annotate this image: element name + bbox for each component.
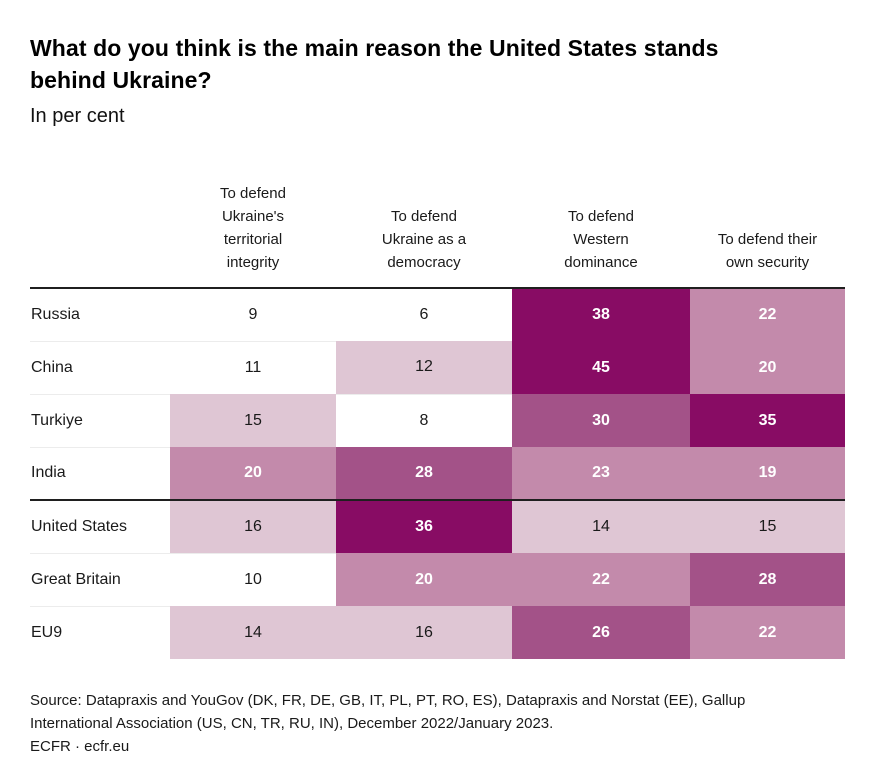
heat-cell: 36 [336, 499, 512, 553]
heat-cell: 14 [512, 499, 690, 553]
table-row-china: China 11 12 45 20 [30, 340, 845, 394]
page-subtitle: In per cent [30, 105, 125, 127]
heat-cell: 14 [170, 606, 336, 659]
heat-cell: 38 [512, 288, 690, 341]
header-row: To defend Ukraine's territorial integrit… [30, 182, 845, 289]
heat-cell: 20 [170, 447, 336, 500]
table-body: Russia 9 6 38 22 China 11 12 45 20 Turki… [30, 288, 845, 659]
heat-cell: 35 [690, 394, 845, 447]
heat-cell: 28 [690, 553, 845, 606]
column-header-own-security: To defend their own security [690, 182, 845, 289]
column-header-democracy: To defend Ukraine as a democracy [336, 182, 512, 289]
table-row-eu9: EU9 14 16 26 22 [30, 605, 845, 659]
table-header: To defend Ukraine's territorial integrit… [30, 182, 845, 289]
row-label-turkiye: Turkiye [30, 393, 170, 447]
row-label-russia: Russia [30, 288, 170, 341]
heat-cell: 26 [512, 606, 690, 659]
column-header-territorial-integrity: To defend Ukraine's territorial integrit… [170, 182, 336, 289]
chart-page: What do you think is the main reason the… [30, 35, 845, 758]
row-label-china: China [30, 340, 170, 394]
heat-cell: 22 [512, 553, 690, 606]
heat-cell: 6 [336, 288, 512, 341]
heat-cell: 15 [170, 394, 336, 447]
row-label-eu9: EU9 [30, 605, 170, 659]
heat-cell: 20 [690, 341, 845, 394]
heat-cell: 28 [336, 447, 512, 500]
heat-cell: 8 [336, 393, 512, 447]
row-label-india: India [30, 446, 170, 500]
heat-cell: 23 [512, 447, 690, 500]
heat-cell: 30 [512, 394, 690, 447]
chart-footer: Source: Datapraxis and YouGov (DK, FR, D… [30, 689, 845, 758]
table-row-turkiye: Turkiye 15 8 30 35 [30, 393, 845, 447]
table-row-india: India 20 28 23 19 [30, 446, 845, 500]
column-header-western-dominance: To defend Western dominance [512, 182, 690, 289]
header-corner-cell [30, 182, 170, 289]
heat-cell: 12 [336, 341, 512, 394]
credit-text: ECFR · ecfr.eu [30, 738, 130, 755]
heatmap-table: To defend Ukraine's territorial integrit… [30, 182, 845, 659]
heat-cell: 16 [170, 499, 336, 553]
heat-cell: 9 [170, 288, 336, 341]
table-row-russia: Russia 9 6 38 22 [30, 288, 845, 341]
heat-cell: 45 [512, 341, 690, 394]
page-title: What do you think is the main reason the… [30, 35, 719, 93]
source-text: Source: Datapraxis and YouGov (DK, FR, D… [30, 692, 746, 732]
heat-cell: 15 [690, 499, 845, 553]
table-row-united-states: United States 16 36 14 15 [30, 499, 845, 553]
row-label-great-britain: Great Britain [30, 552, 170, 606]
heat-cell: 16 [336, 606, 512, 659]
heat-cell: 20 [336, 553, 512, 606]
table-row-great-britain: Great Britain 10 20 22 28 [30, 552, 845, 606]
heat-cell: 19 [690, 447, 845, 500]
heat-cell: 10 [170, 552, 336, 606]
heat-cell: 22 [690, 606, 845, 659]
heat-cell: 11 [170, 340, 336, 394]
row-label-united-states: United States [30, 499, 170, 553]
heat-cell: 22 [690, 288, 845, 341]
